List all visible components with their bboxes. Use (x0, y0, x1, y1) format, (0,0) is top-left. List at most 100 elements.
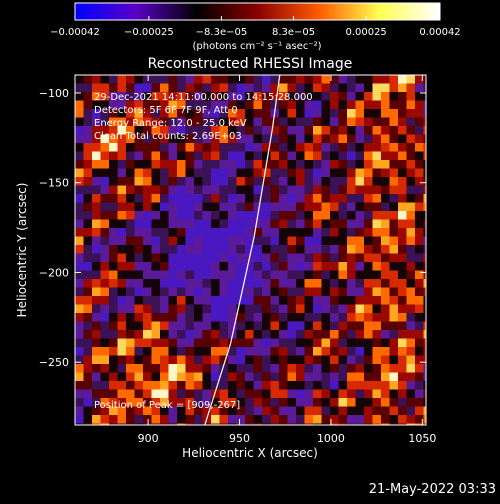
heatmap-cell (194, 177, 203, 186)
heatmap-cell (389, 109, 399, 118)
heatmap-cell (177, 211, 186, 220)
heatmap-cell (75, 202, 84, 212)
heatmap-cell (75, 228, 84, 237)
heatmap-cell (262, 168, 271, 178)
heatmap-cell (338, 236, 348, 246)
heatmap-cell (262, 109, 271, 118)
heatmap-cell (406, 228, 416, 237)
heatmap-cell (423, 372, 426, 382)
heatmap-cell (423, 364, 426, 373)
heatmap-cell (321, 389, 331, 399)
heatmap-cell (168, 202, 178, 212)
heatmap-cell (321, 168, 331, 178)
heatmap-cell (109, 296, 118, 305)
heatmap-cell (338, 151, 348, 161)
heatmap-cell (296, 211, 305, 220)
heatmap-cell (398, 168, 407, 178)
heatmap-cell (381, 338, 390, 348)
heatmap-cell (381, 372, 390, 382)
heatmap-cell (347, 109, 356, 118)
heatmap-cell (406, 92, 416, 101)
heatmap-cell (177, 253, 186, 263)
heatmap-cell (228, 389, 237, 399)
heatmap-cell (347, 143, 356, 152)
heatmap-cell (398, 423, 407, 425)
heatmap-cell (83, 347, 93, 356)
heatmap-cell (109, 313, 118, 322)
heatmap-cell (245, 185, 254, 195)
heatmap-cell (381, 134, 390, 144)
heatmap-cell (270, 279, 280, 288)
heatmap-cell (296, 296, 305, 305)
heatmap-cell (100, 109, 110, 118)
heatmap-cell (194, 117, 203, 127)
heatmap-cell (287, 355, 297, 365)
heatmap-cell (168, 219, 178, 229)
heatmap-cell (406, 245, 416, 254)
heatmap-cell (381, 347, 390, 356)
heatmap-cell (355, 100, 365, 110)
heatmap-cell (75, 296, 84, 305)
heatmap-cell (185, 160, 195, 169)
heatmap-cell (75, 253, 84, 263)
heatmap-cell (245, 398, 254, 407)
heatmap-cell (406, 330, 416, 339)
heatmap-cell (236, 236, 246, 246)
heatmap-cell (406, 398, 416, 407)
heatmap-cell (134, 253, 144, 263)
heatmap-cell (228, 151, 237, 161)
heatmap-cell (253, 330, 263, 339)
heatmap-cell (109, 372, 118, 382)
heatmap-cell (304, 219, 314, 229)
heatmap-cell (313, 355, 322, 365)
heatmap-cell (109, 83, 118, 93)
heatmap-cell (185, 75, 195, 84)
heatmap-cell (194, 126, 203, 135)
heatmap-cell (194, 347, 203, 356)
heatmap-cell (287, 279, 297, 288)
heatmap-cell (168, 406, 178, 416)
heatmap-cell (75, 262, 84, 271)
heatmap-cell (83, 168, 93, 178)
heatmap-cell (211, 398, 220, 407)
heatmap-cell (228, 75, 237, 84)
heatmap-cell (168, 313, 178, 322)
heatmap-cell (228, 355, 237, 365)
heatmap-cell (355, 389, 365, 399)
heatmap-cell (177, 287, 186, 297)
heatmap-cell (313, 381, 322, 390)
heatmap-cell (202, 355, 212, 365)
heatmap-cell (245, 211, 254, 220)
heatmap-cell (372, 236, 382, 246)
heatmap-cell (406, 202, 416, 212)
heatmap-cell (236, 219, 246, 229)
heatmap-cell (313, 202, 322, 212)
heatmap-cell (406, 415, 416, 424)
heatmap-cell (364, 372, 373, 382)
heatmap-cell (330, 304, 339, 314)
heatmap-cell (287, 211, 297, 220)
heatmap-cell (151, 83, 161, 93)
heatmap-cell (211, 287, 220, 297)
heatmap-cell (270, 160, 280, 169)
heatmap-cell (92, 160, 101, 169)
heatmap-cell (270, 126, 280, 135)
heatmap-cell (143, 389, 152, 399)
heatmap-cell (398, 347, 407, 356)
heatmap-cell (202, 423, 212, 425)
heatmap-cell (75, 381, 84, 390)
heatmap-cell (202, 134, 212, 144)
heatmap-cell (253, 313, 263, 322)
heatmap-cell (321, 211, 331, 220)
heatmap-cell (330, 228, 339, 237)
heatmap-cell (92, 92, 101, 101)
heatmap-cell (92, 270, 101, 280)
heatmap-cell (364, 415, 373, 424)
heatmap-cell (168, 160, 178, 169)
colorbar-tick-label: 0.00042 (419, 27, 460, 38)
heatmap-cell (313, 100, 322, 110)
heatmap-cell (83, 117, 93, 127)
heatmap-cell (338, 423, 348, 425)
heatmap-cell (406, 279, 416, 288)
